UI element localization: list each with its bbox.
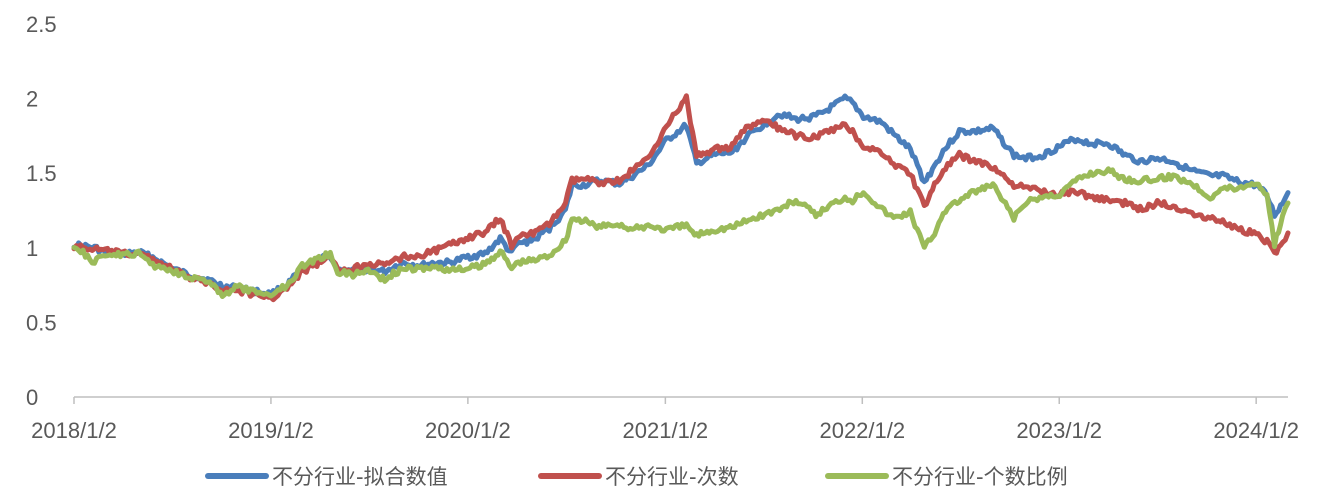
y-tick-label: 0 bbox=[26, 385, 38, 410]
x-tick-label: 2022/1/2 bbox=[819, 418, 905, 443]
legend: 不分行业-拟合数值 不分行业-次数 不分行业-个数比例 bbox=[205, 465, 1068, 489]
x-tick-label: 2018/1/2 bbox=[31, 418, 117, 443]
y-tick-label: 1 bbox=[26, 236, 38, 261]
x-tick-label: 2023/1/2 bbox=[1016, 418, 1102, 443]
y-axis-ticks: 0 0.5 1 1.5 2 2.5 bbox=[26, 12, 57, 410]
series-line-3 bbox=[71, 166, 1291, 299]
x-tick-label: 2020/1/2 bbox=[425, 418, 511, 443]
x-tick-label: 2021/1/2 bbox=[623, 418, 709, 443]
legend-label: 不分行业-拟合数值 bbox=[272, 465, 448, 489]
series-line-2 bbox=[71, 93, 1291, 303]
legend-label: 不分行业-次数 bbox=[605, 465, 739, 489]
y-tick-label: 0.5 bbox=[26, 310, 57, 335]
y-tick-label: 2.5 bbox=[26, 12, 57, 37]
legend-label: 不分行业-个数比例 bbox=[892, 465, 1068, 489]
x-axis: 2018/1/2 2019/1/2 2020/1/2 2021/1/2 2022/1/2… bbox=[31, 396, 1299, 443]
x-tick-label: 2019/1/2 bbox=[228, 418, 314, 443]
series-lines bbox=[71, 93, 1291, 303]
x-tick-label: 2024/1/2 bbox=[1213, 418, 1299, 443]
y-tick-label: 2 bbox=[26, 87, 38, 112]
y-tick-label: 1.5 bbox=[26, 161, 57, 186]
